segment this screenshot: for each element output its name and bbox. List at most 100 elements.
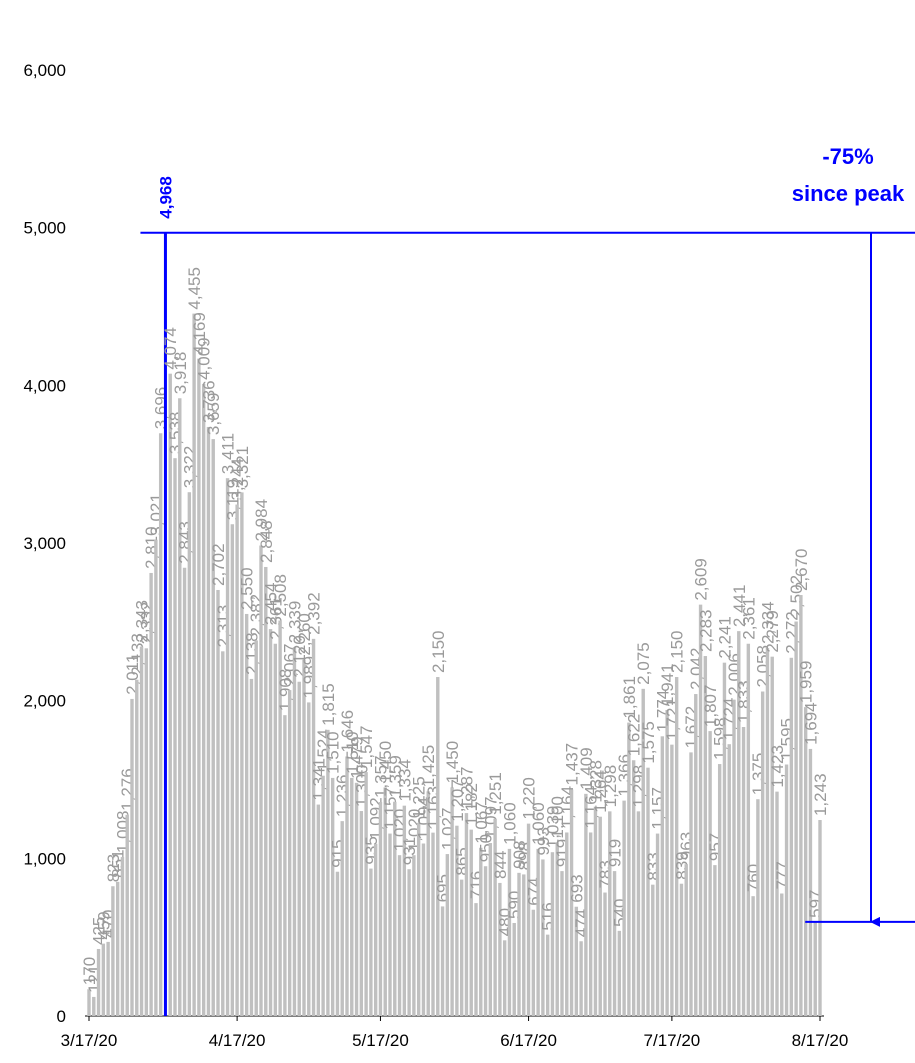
bar: [474, 903, 478, 1016]
bar: [197, 358, 201, 1017]
bar: [187, 492, 192, 1016]
bar: [412, 855, 416, 1016]
bar: [770, 656, 774, 1016]
x-tick-label: 6/17/20: [500, 1031, 557, 1050]
value-label: 2,843: [176, 521, 195, 564]
bar: [201, 383, 206, 1017]
bar: [765, 648, 770, 1016]
bar: [698, 604, 703, 1016]
bar: [373, 843, 378, 1016]
y-tick-label: 4,000: [23, 376, 66, 395]
value-label: 470: [99, 910, 118, 938]
value-label: 898: [515, 842, 534, 870]
value-label: 1,622: [625, 714, 644, 757]
bar: [713, 865, 717, 1016]
bar: [230, 524, 235, 1016]
bar: [264, 566, 268, 1016]
bar: [440, 906, 445, 1016]
bar: [130, 698, 134, 1016]
value-label: 693: [567, 874, 586, 902]
bar: [708, 731, 712, 1016]
value-label: 1,359: [386, 755, 405, 798]
value-label: 4,169: [190, 312, 209, 355]
bar: [268, 629, 273, 1016]
bar: [469, 829, 473, 1016]
bar: [603, 892, 607, 1016]
bar: [746, 643, 751, 1016]
value-label: 2,848: [257, 520, 276, 563]
value-label: 963: [677, 832, 696, 860]
value-label: 3,659: [204, 393, 223, 436]
value-label: 1,207: [448, 779, 467, 822]
value-label: 957: [706, 833, 725, 861]
bar: [655, 833, 660, 1016]
value-label: 425: [90, 917, 109, 945]
bar: [206, 426, 211, 1016]
bar: [579, 941, 583, 1016]
value-label: 459: [94, 911, 113, 939]
bar: [259, 545, 263, 1016]
bar: [249, 678, 254, 1016]
bar: [756, 799, 760, 1016]
value-label: 597: [806, 889, 825, 917]
value-label: 1,672: [682, 706, 701, 749]
bar: [522, 874, 526, 1016]
bar: [235, 504, 239, 1016]
bar: [87, 989, 91, 1016]
value-label: 1,060: [500, 802, 519, 845]
bar: [431, 832, 435, 1016]
value-label: 2,984: [252, 499, 271, 542]
y-tick-label: 5,000: [23, 219, 66, 238]
value-label: 1,941: [658, 663, 677, 706]
bar: [617, 930, 622, 1016]
bar: [526, 823, 531, 1016]
bar: [173, 458, 177, 1017]
value-label: 1,060: [529, 802, 548, 845]
bar: [627, 722, 631, 1016]
bar: [402, 805, 407, 1016]
bar: [168, 373, 172, 1016]
bar: [455, 825, 459, 1016]
value-label: 695: [434, 874, 453, 902]
bar: [359, 811, 364, 1016]
bar: [775, 791, 779, 1016]
y-tick-label: 1,000: [23, 849, 66, 868]
value-label: 919: [606, 839, 625, 867]
bar: [416, 822, 421, 1016]
bar: [722, 662, 727, 1016]
bar: [794, 621, 798, 1016]
value-label: 121: [85, 965, 104, 993]
value-label: 716: [467, 871, 486, 899]
bar: [158, 433, 163, 1016]
bar: [144, 648, 149, 1016]
bar: [665, 709, 669, 1016]
annotation: -75%: [822, 144, 873, 169]
bar: [254, 640, 258, 1016]
value-label: 1,243: [811, 773, 830, 816]
bar: [789, 657, 794, 1016]
value-label: 760: [744, 864, 763, 892]
value-label: 1,225: [410, 776, 429, 819]
bar: [727, 744, 731, 1016]
bar: [225, 478, 230, 1017]
bar: [211, 439, 215, 1016]
bar: [350, 777, 354, 1016]
value-label: 2,334: [758, 601, 777, 644]
bar: [636, 811, 641, 1016]
value-label: 3,918: [171, 352, 190, 395]
bar: [541, 859, 545, 1016]
value-label: 1,479: [348, 736, 367, 779]
bar: [125, 814, 129, 1016]
bar: [641, 688, 645, 1016]
value-label: 1,423: [768, 745, 787, 788]
bar: [135, 679, 139, 1016]
bar: [483, 866, 488, 1016]
bar: [364, 772, 368, 1016]
bar: [555, 842, 559, 1016]
value-label: 4,455: [185, 267, 204, 310]
bar: [507, 848, 512, 1016]
bar: [651, 884, 655, 1016]
y-tick-label: 6,000: [23, 61, 66, 80]
bar: [813, 921, 817, 1016]
bar: [703, 656, 708, 1016]
